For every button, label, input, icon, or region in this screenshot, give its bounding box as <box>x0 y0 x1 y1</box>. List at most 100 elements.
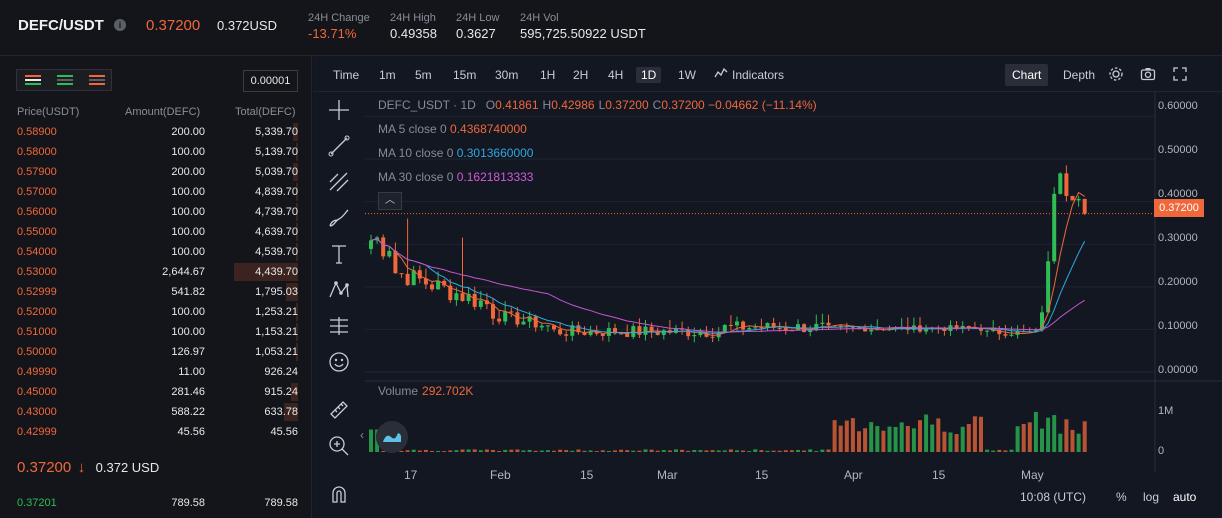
timeframe-5m[interactable]: 5m <box>415 68 432 82</box>
ask-price: 0.49990 <box>17 366 57 378</box>
candle-body <box>735 321 739 326</box>
candle-body <box>533 316 538 328</box>
auto-scale-button[interactable]: auto <box>1173 490 1197 504</box>
ask-row[interactable]: 0.52000 100.00 1,253.21 <box>0 302 312 322</box>
volume-label: Volume <box>378 384 419 398</box>
info-icon[interactable]: i <box>114 19 126 31</box>
candlestick-chart[interactable] <box>365 92 1222 482</box>
tradingview-logo-icon[interactable] <box>376 421 408 453</box>
ask-row[interactable]: 0.55000 100.00 4,639.70 <box>0 222 312 242</box>
pattern-tool-icon[interactable] <box>327 278 351 302</box>
ask-row[interactable]: 0.43000 588.22 633.78 <box>0 402 312 422</box>
price-axis-label: 0.30000 <box>1158 232 1198 244</box>
ask-row[interactable]: 0.49990 11.00 926.24 <box>0 362 312 382</box>
view-chart-button[interactable]: Chart <box>1005 64 1049 86</box>
ruler-icon[interactable] <box>327 398 351 422</box>
timeframe-1h[interactable]: 1H <box>540 68 556 82</box>
ask-price: 0.55000 <box>17 226 57 238</box>
log-scale-button[interactable]: log <box>1143 490 1160 504</box>
candle-body <box>850 326 855 328</box>
text-tool-icon[interactable] <box>327 242 351 266</box>
candle-body <box>430 284 434 290</box>
timeframe-1d[interactable]: 1D <box>636 67 662 83</box>
ask-row[interactable]: 0.58900 200.00 5,339.70 <box>0 122 312 142</box>
pair-name[interactable]: DEFC/USDT <box>18 17 104 34</box>
volume-bar <box>692 450 697 452</box>
position-tool-icon[interactable] <box>327 314 351 338</box>
volume-bar <box>899 422 904 452</box>
both-sides-icon[interactable] <box>25 75 41 85</box>
percent-scale-button[interactable]: % <box>1116 490 1127 504</box>
depth-bar <box>286 283 298 301</box>
smiley-icon[interactable] <box>327 350 351 374</box>
ask-row[interactable]: 0.50000 126.97 1,053.21 <box>0 342 312 362</box>
ask-row[interactable]: 0.45000 281.46 915.24 <box>0 382 312 402</box>
ask-row[interactable]: 0.57000 100.00 4,839.70 <box>0 182 312 202</box>
zoom-in-icon[interactable] <box>327 434 351 458</box>
candle-body <box>1052 193 1057 262</box>
candle-body <box>698 332 703 336</box>
ask-amount: 100.00 <box>171 226 205 238</box>
ask-row[interactable]: 0.58000 100.00 5,139.70 <box>0 142 312 162</box>
timeframe-1w[interactable]: 1W <box>678 68 696 82</box>
ask-row[interactable]: 0.42999 45.56 45.56 <box>0 422 312 442</box>
asks-only-icon[interactable] <box>89 75 105 85</box>
volume-bar <box>997 449 1002 452</box>
timeframe-4h[interactable]: 4H <box>608 68 624 82</box>
volume-bar <box>728 449 733 452</box>
volume-bar <box>972 416 977 452</box>
brush-icon[interactable] <box>327 206 351 230</box>
ask-row[interactable]: 0.56000 100.00 4,739.70 <box>0 202 312 222</box>
camera-icon[interactable] <box>1140 66 1156 82</box>
ask-amount: 200.00 <box>171 166 205 178</box>
magnet-icon[interactable] <box>327 482 351 506</box>
ma30-line <box>370 238 1085 333</box>
depth-bar <box>293 123 298 141</box>
fullscreen-icon[interactable] <box>1172 66 1188 82</box>
ask-row[interactable]: 0.54000 100.00 4,539.70 <box>0 242 312 262</box>
collapse-legend-button[interactable]: ︿ <box>378 192 402 210</box>
candle-body <box>1058 173 1063 194</box>
timeframe-time[interactable]: Time <box>333 68 360 82</box>
settings-icon[interactable] <box>1108 66 1124 82</box>
candle-body <box>539 325 544 328</box>
timeframe-15m[interactable]: 15m <box>453 68 477 82</box>
trend-line-icon[interactable] <box>327 134 351 158</box>
bid-row[interactable]: 0.37201 789.58 789.58 <box>0 494 312 514</box>
indicators-button[interactable]: Indicators <box>714 67 784 82</box>
volume-bar <box>570 450 575 452</box>
candle-body <box>747 328 752 330</box>
fib-tool-icon[interactable] <box>327 170 351 194</box>
ask-row[interactable]: 0.53000 2,644.67 4,439.70 <box>0 262 312 282</box>
candle-body <box>686 329 691 337</box>
precision-select[interactable]: 0.00001 <box>243 70 298 92</box>
volume-axis-label: 1M <box>1158 405 1174 417</box>
ask-row[interactable]: 0.51000 100.00 1,153.21 <box>0 322 312 342</box>
timeframe-1m[interactable]: 1m <box>379 68 396 82</box>
candle-body <box>576 325 581 333</box>
ask-amount: 100.00 <box>171 326 205 338</box>
ask-row[interactable]: 0.57900 200.00 5,039.70 <box>0 162 312 182</box>
utc-clock[interactable]: 10:08 (UTC) <box>1020 490 1087 504</box>
candle-body <box>509 311 514 313</box>
timeframe-2h[interactable]: 2H <box>573 68 589 82</box>
candle-body <box>643 326 648 335</box>
ask-row[interactable]: 0.52999 541.82 1,795.03 <box>0 282 312 302</box>
volume-bar <box>1046 417 1051 452</box>
stat-24h-vol: 24H Vol 595,725.50922 USDT <box>520 12 646 41</box>
price-change: −0.04662 (−11.14%) <box>708 98 817 112</box>
candle-body <box>820 322 825 324</box>
view-depth-button[interactable]: Depth <box>1063 68 1096 82</box>
volume-bar <box>1015 426 1020 452</box>
ask-total: 1,253.21 <box>255 306 298 318</box>
timeframe-30m[interactable]: 30m <box>495 68 519 82</box>
volume-bar <box>674 449 678 452</box>
mid-price-value: 0.37200 <box>17 459 72 476</box>
time-axis-label: Feb <box>490 468 511 482</box>
scroll-left-icon[interactable]: ‹ <box>360 428 364 442</box>
ask-total: 45.56 <box>270 426 298 438</box>
bids-only-icon[interactable] <box>57 75 73 85</box>
volume-bar <box>503 449 508 452</box>
volume-bar <box>966 424 971 452</box>
crosshair-icon[interactable] <box>327 98 351 122</box>
